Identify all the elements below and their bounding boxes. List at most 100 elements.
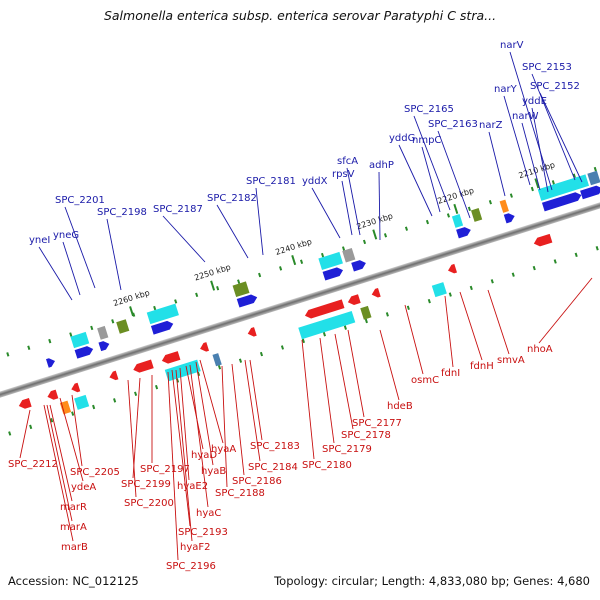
gene-label-bottom: SPC_2178 xyxy=(341,430,391,441)
track-dot xyxy=(259,351,264,357)
reverse-gene-arrow xyxy=(200,342,210,352)
track-dot xyxy=(237,279,241,284)
leader-line-bottom xyxy=(221,365,228,488)
track-dot xyxy=(385,312,389,317)
gene-label-bottom: fdnH xyxy=(470,361,494,372)
feature-block xyxy=(537,174,590,201)
track-dot xyxy=(593,166,597,172)
kbp-tick-mark xyxy=(291,254,297,266)
leader-line-top xyxy=(531,73,576,181)
gene-label-top: sfcA xyxy=(337,156,358,167)
feature-block xyxy=(59,400,72,415)
reverse-gene-arrow xyxy=(18,398,32,409)
kbp-tick-mark xyxy=(453,203,459,214)
leader-line-bottom xyxy=(301,339,315,460)
leader-line-bottom xyxy=(334,333,354,430)
leader-line-bottom xyxy=(59,397,84,482)
track-dot xyxy=(69,332,73,337)
leader-line-bottom xyxy=(46,404,73,522)
track-dot xyxy=(280,345,285,350)
feature-block xyxy=(116,319,130,334)
track-dot xyxy=(71,411,75,416)
gene-label-bottom: marR xyxy=(60,502,87,513)
track-dot xyxy=(467,206,471,212)
gene-label-top: SPC_2163 xyxy=(428,119,478,130)
leader-line-bottom xyxy=(167,371,179,561)
leader-line-bottom xyxy=(404,304,424,375)
leader-line-top xyxy=(255,187,264,256)
gene-label-top: SPC_2181 xyxy=(246,176,296,187)
feature-block xyxy=(212,353,222,367)
feature-block xyxy=(70,331,90,349)
gene-label-bottom: hyaB xyxy=(201,466,226,477)
track-dot xyxy=(364,318,368,324)
leader-line-top xyxy=(437,130,471,219)
leader-line-bottom xyxy=(132,377,141,479)
track-dot xyxy=(238,358,243,363)
track-dot xyxy=(300,259,304,264)
forward-gene-arrow xyxy=(580,185,600,200)
leader-line-bottom xyxy=(487,289,510,355)
leader-line-bottom xyxy=(179,367,190,481)
leader-line-bottom xyxy=(379,329,400,401)
track-dot xyxy=(490,279,494,284)
gene-features xyxy=(18,170,600,415)
reverse-gene-arrow xyxy=(448,263,458,274)
kbp-tick-mark xyxy=(129,306,135,317)
track-dot xyxy=(532,265,536,271)
gene-leader-lines xyxy=(19,51,593,561)
gene-label-top: yneI xyxy=(29,235,50,246)
track-dot xyxy=(217,365,222,370)
gene-label-bottom: nhoA xyxy=(527,344,553,355)
track-dot xyxy=(341,246,346,251)
leader-line-bottom xyxy=(171,369,191,527)
leader-line-bottom xyxy=(347,329,365,418)
gene-label-bottom: SPC_2177 xyxy=(352,418,402,429)
track-dot xyxy=(195,292,199,298)
gene-label-bottom: SPC_2196 xyxy=(166,561,216,572)
leader-line-top xyxy=(346,167,361,236)
kbp-tick-mark xyxy=(210,280,216,291)
leader-line-bottom xyxy=(49,404,73,502)
kbp-tick-label: 2250 kbp xyxy=(193,263,232,283)
forward-gene-arrow xyxy=(541,192,582,212)
forward-gene-arrow xyxy=(98,341,110,352)
reverse-gene-arrow xyxy=(161,351,181,364)
leader-line-bottom xyxy=(189,364,209,508)
leader-line-top xyxy=(311,187,341,239)
feature-block xyxy=(499,199,509,213)
leader-line-top xyxy=(341,180,353,236)
leader-line-bottom xyxy=(43,404,74,542)
feature-block xyxy=(360,305,372,320)
gene-label-top: narW xyxy=(512,111,539,122)
leader-line-top xyxy=(62,241,81,296)
leader-line-bottom xyxy=(249,359,263,441)
leader-line-top xyxy=(509,51,553,191)
gene-label-top: SPC_2153 xyxy=(522,62,572,73)
gene-label-bottom: SPC_2205 xyxy=(70,467,120,478)
track-dot xyxy=(551,180,555,185)
kbp-tick-mark xyxy=(372,229,378,240)
leader-line-bottom xyxy=(195,361,214,466)
track-dots xyxy=(6,166,599,436)
forward-gene-arrow xyxy=(456,227,471,239)
leader-line-top xyxy=(216,204,249,259)
track-dot xyxy=(174,299,178,304)
leader-line-bottom xyxy=(459,291,483,361)
track-dot xyxy=(29,424,33,430)
track-dot xyxy=(322,332,326,337)
leader-line-bottom xyxy=(175,369,193,542)
track-dot xyxy=(134,391,138,396)
gene-label-bottom: SPC_2212 xyxy=(8,459,58,470)
feature-block xyxy=(587,170,600,186)
kbp-tick-mark xyxy=(534,178,540,189)
gene-label-bottom: smvA xyxy=(497,355,525,366)
leader-line-bottom xyxy=(185,365,204,450)
track-dot xyxy=(48,338,52,344)
leader-line-bottom xyxy=(19,409,31,459)
gene-label-top: yneG xyxy=(53,230,79,241)
gene-label-top: yddX xyxy=(302,176,328,187)
